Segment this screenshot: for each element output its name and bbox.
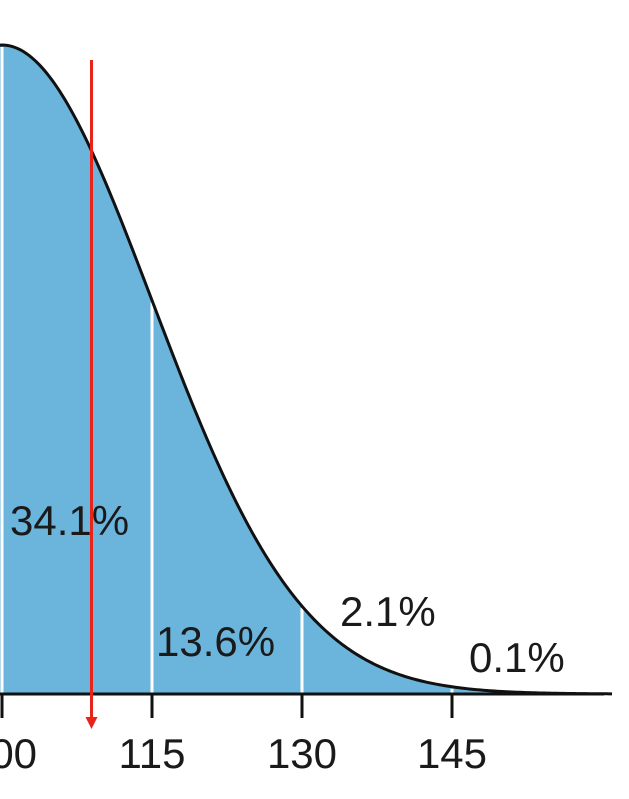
x-tick-label-3: 145 [417, 730, 487, 777]
red-arrow-marker [85, 60, 98, 729]
x-tick-label-1: 115 [119, 730, 186, 777]
sd-dividers [0, 47, 454, 694]
region-label-3: 0.1% [469, 634, 565, 681]
x-tick-label-0: 100 [0, 730, 37, 777]
region-label-0: 34.1% [10, 497, 129, 544]
marker-arrowhead [85, 717, 98, 729]
region-label-2: 2.1% [340, 588, 436, 635]
region-label-1: 13.6% [156, 618, 275, 665]
x-tick-label-2: 130 [267, 730, 337, 777]
x-axis-ticks: 100 115 130 145 [0, 694, 487, 777]
bell-curve [0, 43, 613, 696]
